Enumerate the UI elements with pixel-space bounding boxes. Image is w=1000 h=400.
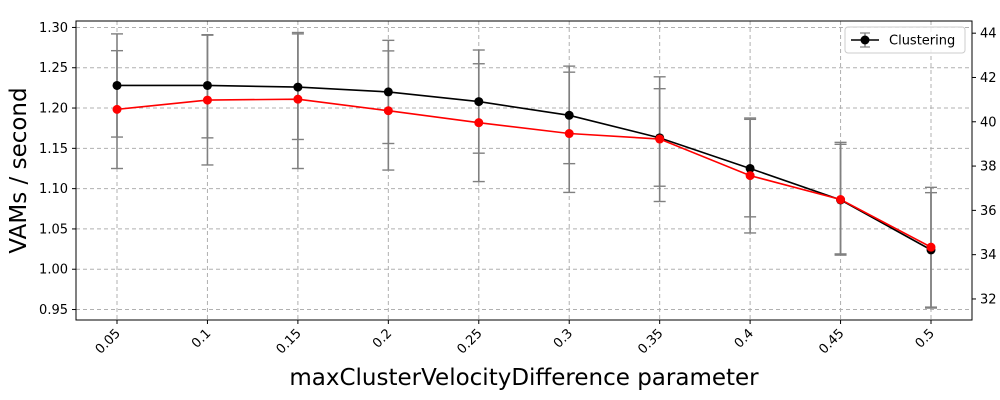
y2-tick-label: 42	[980, 71, 997, 86]
x-tick-label: 0.2	[370, 326, 395, 351]
y-tick-label: 1.00	[39, 263, 68, 278]
y-tick-label: 1.25	[39, 61, 68, 76]
x-axis-ticks: 0.05 0.1 0.15 0.2 0.25 0.3 0.35 0.4 0.45 0.5	[93, 320, 938, 357]
data-point	[655, 134, 665, 144]
data-point	[745, 171, 755, 181]
y2-tick-label: 32	[980, 292, 997, 307]
series-lines	[116, 84, 932, 251]
y-tick-label: 1.10	[39, 182, 68, 197]
y2-tick-label: 40	[980, 115, 997, 130]
data-point	[926, 242, 936, 252]
y-axis-label: VAMs / second	[6, 87, 32, 253]
y-tick-label: 1.05	[39, 222, 68, 237]
y-axis-ticks: 0.95 1.00 1.05 1.10 1.15 1.20 1.25 1.30	[39, 21, 76, 318]
x-tick-label: 0.45	[816, 326, 847, 357]
data-point	[112, 104, 122, 114]
data-point	[383, 106, 393, 116]
data-point	[474, 118, 484, 128]
legend-label-clustering: Clustering	[889, 34, 955, 49]
error-bars	[111, 31, 937, 309]
y2-axis-ticks: 32 34 36 38 40 42 44	[972, 27, 997, 307]
x-tick-label: 0.3	[551, 326, 576, 351]
series-line	[116, 98, 932, 248]
y-tick-label: 1.30	[39, 21, 68, 36]
data-point	[836, 195, 846, 205]
y2-tick-label: 44	[980, 27, 997, 42]
x-tick-label: 0.1	[189, 326, 214, 351]
x-tick-label: 0.5	[913, 326, 938, 351]
y-tick-label: 1.15	[39, 142, 68, 157]
y-tick-label: 1.20	[39, 102, 68, 117]
legend-marker-clustering	[851, 32, 879, 48]
series-line	[117, 84, 932, 251]
x-tick-label: 0.4	[732, 326, 757, 351]
y2-tick-label: 34	[980, 248, 997, 263]
legend-box	[844, 26, 966, 54]
legend: Clustering	[844, 26, 966, 54]
data-point	[293, 82, 303, 92]
x-tick-label: 0.05	[93, 326, 124, 357]
x-tick-label: 0.15	[274, 326, 305, 357]
y2-tick-label: 38	[980, 160, 997, 175]
data-point	[383, 87, 393, 97]
x-tick-label: 0.35	[635, 326, 666, 357]
x-tick-label: 0.25	[455, 326, 486, 357]
x-axis-label: maxClusterVelocityDifference parameter	[289, 365, 759, 391]
plot-frame	[75, 20, 973, 321]
data-point	[202, 80, 212, 90]
data-point	[564, 129, 574, 139]
series-markers	[112, 80, 936, 255]
data-point	[112, 80, 122, 90]
legend-dot	[860, 35, 870, 45]
data-point	[202, 95, 212, 105]
data-point	[564, 110, 574, 120]
data-point	[745, 163, 755, 173]
data-point	[293, 94, 303, 104]
grid	[76, 21, 972, 320]
data-point	[474, 97, 484, 107]
y-tick-label: 0.95	[39, 303, 68, 318]
y2-tick-label: 36	[980, 204, 997, 219]
